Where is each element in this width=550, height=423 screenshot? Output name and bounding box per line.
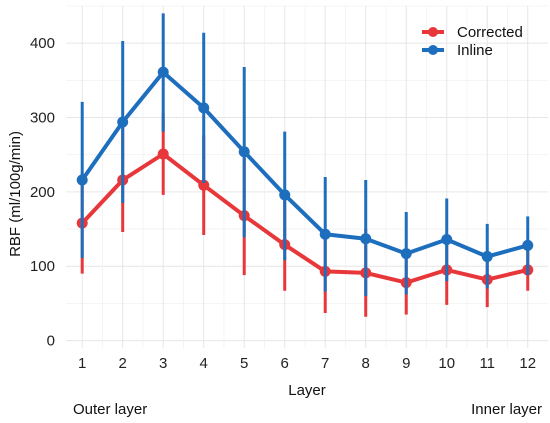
x-tick-label: 12 xyxy=(519,355,536,372)
x-tick-label: 8 xyxy=(362,355,370,372)
data-point-inline xyxy=(117,116,129,128)
x-tick-label: 2 xyxy=(119,355,127,372)
data-point-inline xyxy=(76,174,88,186)
data-point-inline xyxy=(319,228,331,240)
y-axis-title: RBF (ml/100g/min) xyxy=(7,131,24,257)
x-tick-label: 7 xyxy=(321,355,329,372)
x-tick-label: 9 xyxy=(402,355,410,372)
y-tick-label: 300 xyxy=(30,110,55,127)
x-tick-label: 5 xyxy=(240,355,248,372)
inner-layer-note: Inner layer xyxy=(471,401,542,418)
x-tick-label: 6 xyxy=(281,355,289,372)
series-line-corrected xyxy=(80,152,530,285)
legend-label-corrected: Corrected xyxy=(457,24,523,41)
x-tick-labels: 1 2 3 4 5 6 7 8 9 10 11 12 xyxy=(78,355,536,372)
data-point-inline xyxy=(360,233,372,245)
data-point-inline xyxy=(400,248,412,260)
series-inline xyxy=(76,13,534,296)
x-tick-label: 1 xyxy=(78,355,86,372)
data-point-inline xyxy=(198,102,210,114)
series-group xyxy=(76,13,534,317)
data-point-corrected xyxy=(157,148,169,160)
y-tick-label: 0 xyxy=(47,333,55,350)
legend-label-inline: Inline xyxy=(457,42,493,59)
outer-layer-note: Outer layer xyxy=(73,401,148,418)
x-tick-label: 4 xyxy=(200,355,208,372)
data-point-inline xyxy=(279,189,291,201)
y-tick-label: 400 xyxy=(30,35,55,52)
x-tick-label: 10 xyxy=(438,355,455,372)
legend-marker-inline xyxy=(428,45,438,55)
data-point-inline xyxy=(522,239,534,251)
x-tick-label: 11 xyxy=(479,355,495,372)
data-point-inline xyxy=(238,146,250,158)
legend: Corrected Inline xyxy=(422,24,523,59)
x-tick-label: 3 xyxy=(159,355,167,372)
x-axis-title: Layer xyxy=(288,382,326,399)
y-tick-labels: 0 100 200 300 400 xyxy=(30,35,55,349)
data-point-corrected xyxy=(198,179,210,191)
data-point-inline xyxy=(157,66,169,78)
y-tick-label: 100 xyxy=(30,258,55,275)
series-line-inline xyxy=(80,70,530,259)
data-point-inline xyxy=(481,251,493,263)
legend-marker-corrected xyxy=(428,27,438,37)
data-point-inline xyxy=(441,233,453,245)
y-tick-label: 200 xyxy=(30,184,55,201)
